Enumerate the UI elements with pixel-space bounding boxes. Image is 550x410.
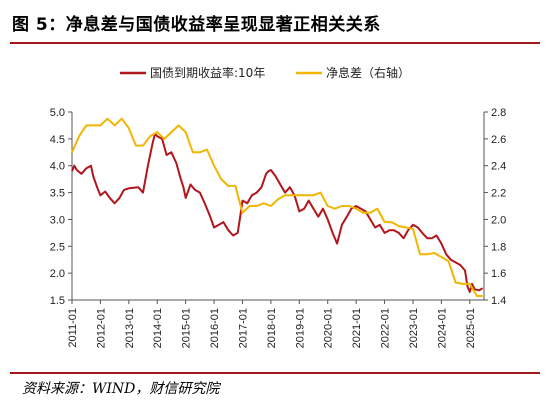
x-tick-label: 2016-01 (209, 308, 221, 348)
x-tick-label: 2021-01 (351, 308, 363, 348)
left-tick-label: 3.5 (50, 188, 65, 200)
right-tick-label: 2.8 (491, 107, 506, 119)
right-tick-label: 1.4 (491, 295, 506, 307)
x-tick-label: 2019-01 (294, 308, 306, 348)
left-tick-label: 5.0 (50, 107, 65, 119)
source-note: 资料来源：WIND，财信研究院 (22, 381, 220, 397)
x-tick-label: 2025-01 (465, 308, 477, 348)
bottom-rule (10, 372, 540, 374)
x-tick-label: 2013-01 (124, 308, 136, 348)
x-tick-label: 2015-01 (181, 308, 193, 348)
chart-axes: 1.5 2.0 2.5 3.0 3.5 4.0 4.5 5.0 1.4 1.6 1.8 2.0 2.2 2… (50, 107, 507, 348)
right-tick-label: 2.0 (491, 214, 506, 226)
left-tick-label: 1.5 (50, 295, 65, 307)
series-line-2 (71, 117, 483, 297)
x-tick-label: 2023-01 (408, 308, 420, 348)
chart-legend: 国债到期收益率:10年 净息差（右轴） (120, 65, 410, 80)
left-tick-label: 4.5 (50, 134, 65, 146)
x-tick-label: 2011-01 (67, 308, 79, 348)
legend-label-2: 净息差（右轴） (326, 65, 410, 80)
x-tick-label: 2022-01 (380, 308, 392, 348)
left-tick-label: 3.0 (50, 214, 65, 226)
left-tick-label: 4.0 (50, 161, 65, 173)
right-tick-label: 2.6 (491, 134, 506, 146)
right-tick-label: 1.6 (491, 268, 506, 280)
right-tick-label: 1.8 (491, 241, 506, 253)
legend-label-1: 国债到期收益率:10年 (150, 65, 265, 80)
x-tick-label: 2024-01 (436, 308, 448, 348)
series-line-1 (71, 132, 484, 293)
left-tick-label: 2.0 (50, 268, 65, 280)
right-tick-label: 2.2 (491, 188, 506, 200)
x-tick-label: 2017-01 (237, 308, 249, 348)
chart-lines (71, 117, 484, 297)
left-tick-label: 2.5 (50, 241, 65, 253)
x-tick-label: 2012-01 (95, 308, 107, 348)
x-tick-label: 2014-01 (152, 308, 164, 348)
top-rule (10, 42, 540, 44)
x-tick-label: 2018-01 (266, 308, 278, 348)
x-tick-label: 2020-01 (323, 308, 335, 348)
figure-title: 图 5：净息差与国债收益率呈现显著正相关关系 (12, 15, 381, 35)
right-tick-label: 2.4 (491, 161, 506, 173)
